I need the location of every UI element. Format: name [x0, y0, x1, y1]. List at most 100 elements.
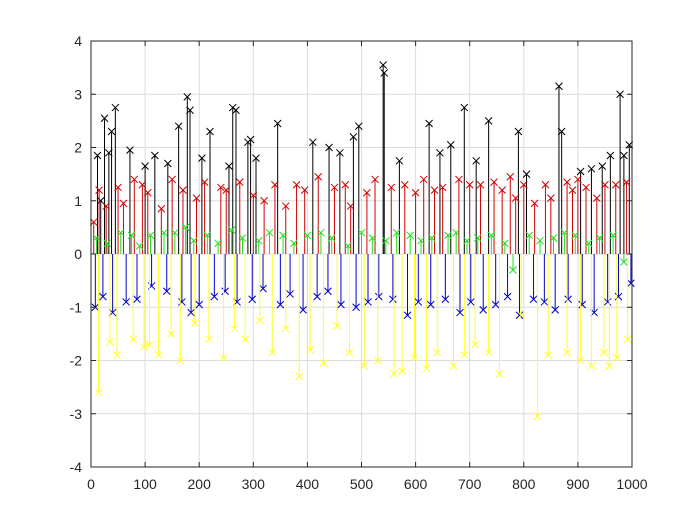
series-yellow [94, 254, 632, 421]
marker-yellow [295, 372, 304, 381]
marker-blue [195, 300, 204, 309]
marker-blue [248, 295, 257, 304]
marker-red [216, 183, 225, 192]
marker-blue [187, 308, 195, 317]
marker-yellow [576, 356, 585, 365]
marker-red [419, 175, 428, 184]
marker-green [171, 228, 179, 237]
marker-blue [259, 284, 267, 293]
marker-blue [337, 300, 345, 309]
marker-red [249, 191, 258, 200]
y-tick-label: 2 [74, 140, 82, 156]
marker-blue [491, 300, 500, 309]
marker-yellow [484, 348, 493, 357]
marker-black [107, 127, 116, 136]
marker-blue [426, 300, 435, 309]
marker-green [214, 239, 222, 248]
marker-black [150, 151, 159, 160]
marker-red [222, 186, 231, 194]
marker-green [595, 234, 604, 242]
marker-green [344, 242, 352, 250]
marker-blue [614, 292, 623, 301]
marker-yellow [605, 361, 614, 370]
marker-red [371, 175, 379, 184]
marker-yellow [176, 356, 185, 365]
marker-black [587, 164, 596, 173]
marker-yellow [319, 359, 328, 368]
marker-blue [456, 308, 464, 317]
marker-green [227, 226, 236, 234]
marker-black [425, 119, 433, 128]
marker-green [303, 231, 312, 240]
marker-red [455, 175, 463, 184]
marker-green [146, 231, 155, 240]
marker-green [525, 231, 534, 240]
marker-green [487, 231, 496, 240]
marker-red [490, 178, 498, 186]
marker-black [206, 127, 214, 136]
marker-black [252, 154, 260, 163]
marker-red [168, 175, 177, 184]
marker-green [417, 236, 425, 245]
marker-red [300, 186, 309, 194]
marker-green [265, 228, 274, 237]
marker-blue [122, 298, 131, 306]
marker-black [379, 61, 387, 69]
marker-black [472, 156, 481, 165]
marker-black [514, 127, 523, 136]
marker-red [546, 194, 555, 202]
marker-blue [299, 306, 307, 314]
marker-red [506, 172, 515, 181]
marker-red [260, 196, 268, 205]
marker-green [327, 234, 336, 242]
marker-red [519, 180, 528, 189]
marker-yellow [623, 335, 632, 344]
marker-black [446, 140, 455, 149]
marker-yellow [281, 324, 290, 333]
marker-yellow [460, 351, 469, 360]
marker-black [225, 162, 233, 170]
marker-black [606, 151, 615, 160]
marker-yellow [191, 319, 199, 328]
x-tick-label: 100 [133, 476, 157, 492]
marker-green [381, 236, 390, 245]
marker-yellow [94, 388, 103, 397]
marker-green [536, 236, 544, 245]
marker-green [452, 228, 461, 237]
marker-green [181, 223, 190, 232]
marker-green [509, 266, 517, 274]
marker-red [611, 180, 620, 189]
marker-blue [221, 287, 230, 296]
marker-green [501, 239, 509, 248]
marker-yellow [167, 330, 175, 338]
marker-blue [540, 298, 549, 306]
marker-yellow [205, 335, 213, 344]
series-green [92, 223, 628, 274]
marker-black [141, 162, 149, 170]
marker-blue [389, 295, 397, 304]
marker-black [100, 114, 109, 123]
marker-blue [133, 295, 141, 304]
marker-red [179, 186, 187, 194]
marker-yellow [106, 338, 114, 346]
marker-black [232, 106, 240, 115]
x-tick-label: 600 [404, 476, 428, 492]
marker-red [200, 178, 209, 186]
marker-green [279, 231, 287, 240]
marker-yellow [113, 351, 121, 360]
marker-yellow [140, 343, 148, 352]
marker-green [368, 234, 377, 242]
marker-blue [276, 300, 285, 309]
x-tick-label: 700 [458, 476, 482, 492]
marker-black [183, 93, 192, 101]
marker-red [314, 172, 323, 181]
marker-black [620, 151, 628, 160]
marker-blue [515, 311, 524, 320]
marker-red [192, 194, 201, 202]
marker-blue [564, 295, 573, 304]
marker-red [476, 180, 485, 189]
marker-green [92, 234, 101, 242]
marker-black [349, 132, 358, 141]
marker-yellow [241, 335, 250, 344]
